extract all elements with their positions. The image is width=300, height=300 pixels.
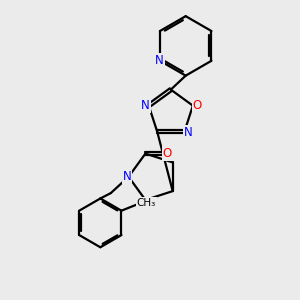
Text: CH₃: CH₃ [136,198,156,208]
Text: N: N [141,99,150,112]
Text: N: N [123,170,131,183]
Text: O: O [193,99,202,112]
Text: N: N [184,126,192,139]
Text: N: N [155,54,164,67]
Text: O: O [163,147,172,160]
